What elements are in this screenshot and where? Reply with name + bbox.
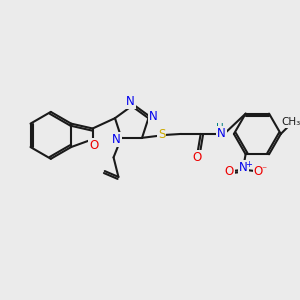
Text: N: N — [149, 110, 158, 123]
Text: +: + — [245, 160, 252, 169]
Text: S: S — [158, 128, 165, 141]
Text: N: N — [112, 133, 121, 146]
Text: H: H — [216, 123, 224, 133]
Text: ⁻: ⁻ — [262, 165, 267, 175]
Text: N: N — [126, 94, 135, 108]
Text: CH₃: CH₃ — [281, 117, 300, 127]
Text: N: N — [239, 161, 248, 174]
Text: O: O — [89, 139, 98, 152]
Text: O: O — [192, 151, 201, 164]
Text: O: O — [224, 165, 234, 178]
Text: N: N — [217, 128, 226, 140]
Text: O: O — [254, 165, 263, 178]
